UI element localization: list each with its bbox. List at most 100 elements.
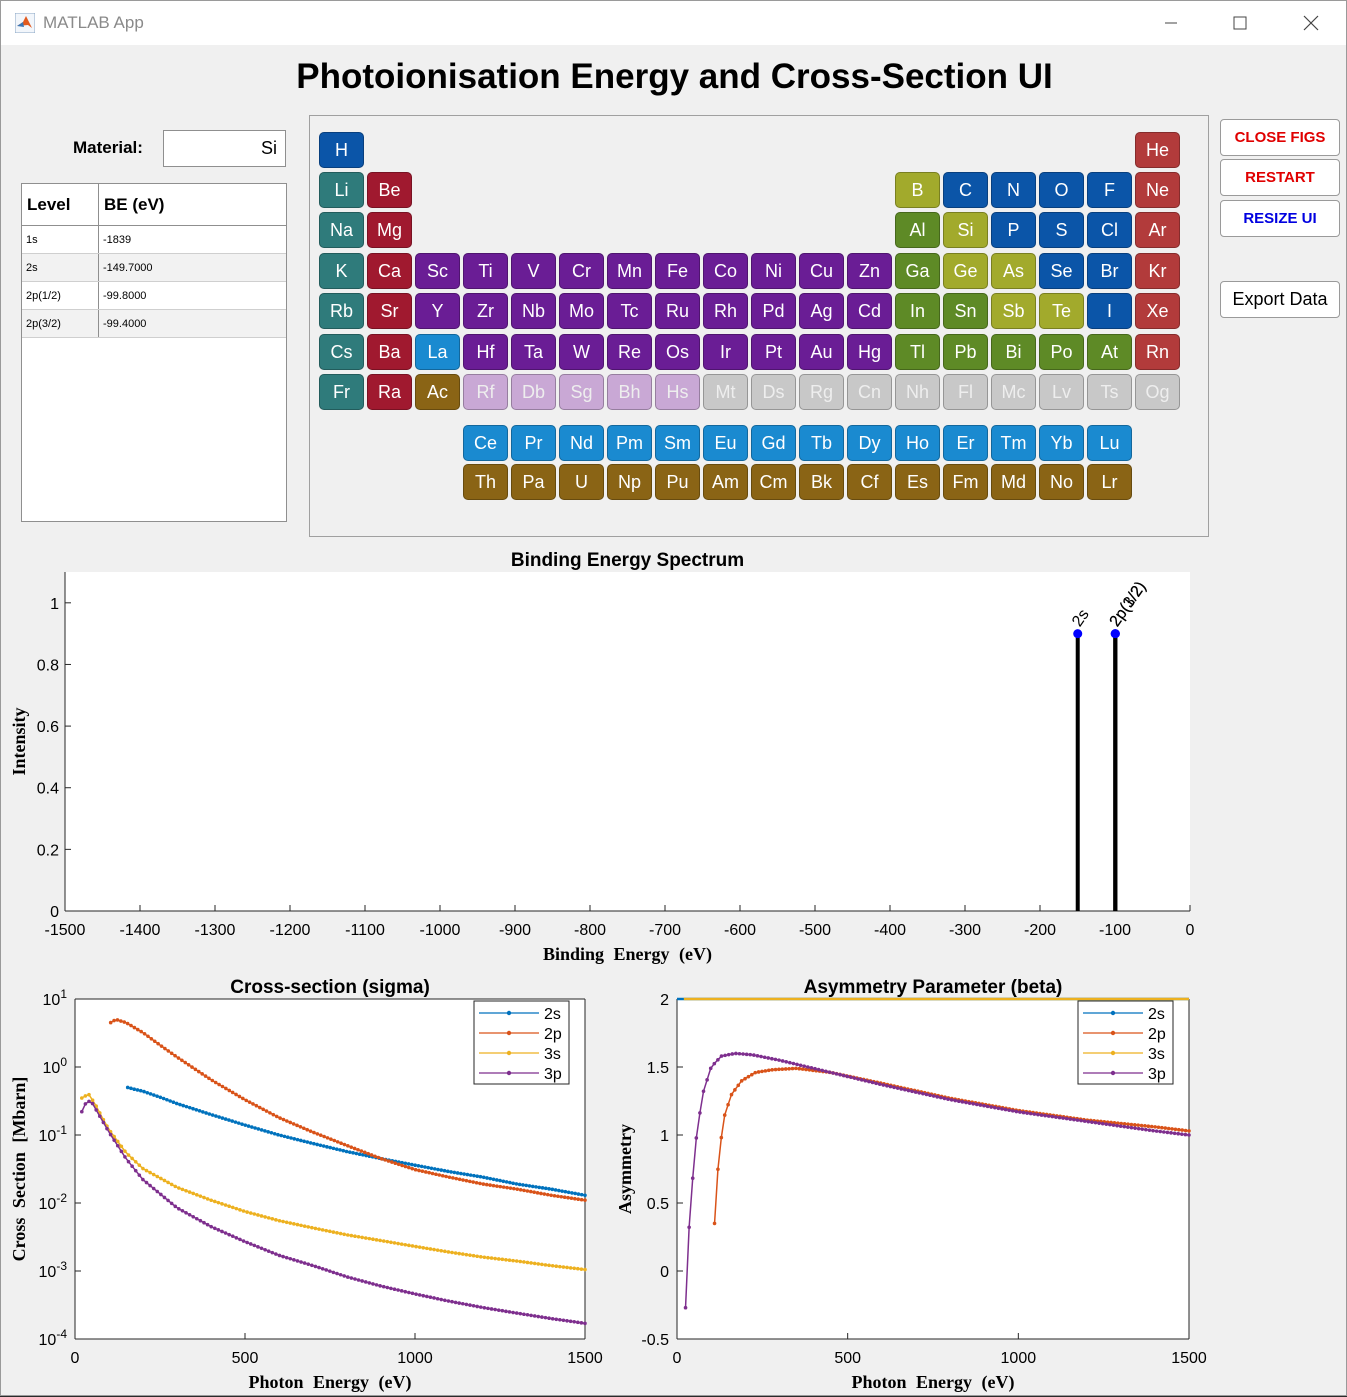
element-bk-button[interactable]: Bk xyxy=(799,464,844,500)
element-ba-button[interactable]: Ba xyxy=(367,334,412,370)
column-header-be[interactable]: BE (eV) xyxy=(104,194,165,214)
element-gd-button[interactable]: Gd xyxy=(751,425,796,461)
element-al-button[interactable]: Al xyxy=(895,212,940,248)
element-sm-button[interactable]: Sm xyxy=(655,425,700,461)
element-be-button[interactable]: Be xyxy=(367,172,412,208)
element-sc-button[interactable]: Sc xyxy=(415,253,460,289)
resize-ui-button[interactable]: RESIZE UI xyxy=(1220,200,1340,237)
element-cu-button[interactable]: Cu xyxy=(799,253,844,289)
element-ge-button[interactable]: Ge xyxy=(943,253,988,289)
element-np-button[interactable]: Np xyxy=(607,464,652,500)
element-ru-button[interactable]: Ru xyxy=(655,293,700,329)
element-n-button[interactable]: N xyxy=(991,172,1036,208)
element-fl-button[interactable]: Fl xyxy=(943,374,988,410)
element-te-button[interactable]: Te xyxy=(1039,293,1084,329)
element-fe-button[interactable]: Fe xyxy=(655,253,700,289)
element-ts-button[interactable]: Ts xyxy=(1087,374,1132,410)
element-ho-button[interactable]: Ho xyxy=(895,425,940,461)
close-window-button[interactable] xyxy=(1289,5,1333,41)
element-sb-button[interactable]: Sb xyxy=(991,293,1036,329)
element-hs-button[interactable]: Hs xyxy=(655,374,700,410)
element-si-button[interactable]: Si xyxy=(943,212,988,248)
element-tl-button[interactable]: Tl xyxy=(895,334,940,370)
element-tc-button[interactable]: Tc xyxy=(607,293,652,329)
element-in-button[interactable]: In xyxy=(895,293,940,329)
element-tm-button[interactable]: Tm xyxy=(991,425,1036,461)
element-pt-button[interactable]: Pt xyxy=(751,334,796,370)
element-y-button[interactable]: Y xyxy=(415,293,460,329)
table-row[interactable]: 2p(3/2) -99.4000 xyxy=(22,310,286,338)
element-pa-button[interactable]: Pa xyxy=(511,464,556,500)
element-as-button[interactable]: As xyxy=(991,253,1036,289)
restart-button[interactable]: RESTART xyxy=(1220,159,1340,196)
element-th-button[interactable]: Th xyxy=(463,464,508,500)
element-nb-button[interactable]: Nb xyxy=(511,293,556,329)
element-sr-button[interactable]: Sr xyxy=(367,293,412,329)
element-ar-button[interactable]: Ar xyxy=(1135,212,1180,248)
table-row[interactable]: 2s -149.7000 xyxy=(22,254,286,282)
element-bh-button[interactable]: Bh xyxy=(607,374,652,410)
element-mg-button[interactable]: Mg xyxy=(367,212,412,248)
element-lr-button[interactable]: Lr xyxy=(1087,464,1132,500)
element-rg-button[interactable]: Rg xyxy=(799,374,844,410)
element-cs-button[interactable]: Cs xyxy=(319,334,364,370)
element-mn-button[interactable]: Mn xyxy=(607,253,652,289)
element-po-button[interactable]: Po xyxy=(1039,334,1084,370)
element-zr-button[interactable]: Zr xyxy=(463,293,508,329)
element-ti-button[interactable]: Ti xyxy=(463,253,508,289)
element-sg-button[interactable]: Sg xyxy=(559,374,604,410)
element-cr-button[interactable]: Cr xyxy=(559,253,604,289)
element-s-button[interactable]: S xyxy=(1039,212,1084,248)
element-ds-button[interactable]: Ds xyxy=(751,374,796,410)
table-row[interactable]: 2p(1/2) -99.8000 xyxy=(22,282,286,310)
element-hf-button[interactable]: Hf xyxy=(463,334,508,370)
element-rb-button[interactable]: Rb xyxy=(319,293,364,329)
element-co-button[interactable]: Co xyxy=(703,253,748,289)
element-es-button[interactable]: Es xyxy=(895,464,940,500)
element-no-button[interactable]: No xyxy=(1039,464,1084,500)
element-ir-button[interactable]: Ir xyxy=(703,334,748,370)
element-sn-button[interactable]: Sn xyxy=(943,293,988,329)
element-au-button[interactable]: Au xyxy=(799,334,844,370)
element-tb-button[interactable]: Tb xyxy=(799,425,844,461)
element-c-button[interactable]: C xyxy=(943,172,988,208)
maximize-button[interactable] xyxy=(1218,5,1262,41)
element-ga-button[interactable]: Ga xyxy=(895,253,940,289)
element-pr-button[interactable]: Pr xyxy=(511,425,556,461)
element-fr-button[interactable]: Fr xyxy=(319,374,364,410)
element-cd-button[interactable]: Cd xyxy=(847,293,892,329)
element-nd-button[interactable]: Nd xyxy=(559,425,604,461)
element-f-button[interactable]: F xyxy=(1087,172,1132,208)
element-ag-button[interactable]: Ag xyxy=(799,293,844,329)
element-v-button[interactable]: V xyxy=(511,253,556,289)
element-ni-button[interactable]: Ni xyxy=(751,253,796,289)
element-og-button[interactable]: Og xyxy=(1135,374,1180,410)
element-mo-button[interactable]: Mo xyxy=(559,293,604,329)
element-cm-button[interactable]: Cm xyxy=(751,464,796,500)
export-data-button[interactable]: Export Data xyxy=(1220,281,1340,318)
element-p-button[interactable]: P xyxy=(991,212,1036,248)
element-b-button[interactable]: B xyxy=(895,172,940,208)
element-md-button[interactable]: Md xyxy=(991,464,1036,500)
element-se-button[interactable]: Se xyxy=(1039,253,1084,289)
element-yb-button[interactable]: Yb xyxy=(1039,425,1084,461)
element-w-button[interactable]: W xyxy=(559,334,604,370)
element-zn-button[interactable]: Zn xyxy=(847,253,892,289)
element-eu-button[interactable]: Eu xyxy=(703,425,748,461)
column-header-level[interactable]: Level xyxy=(22,184,99,225)
element-xe-button[interactable]: Xe xyxy=(1135,293,1180,329)
element-ac-button[interactable]: Ac xyxy=(415,374,460,410)
element-li-button[interactable]: Li xyxy=(319,172,364,208)
element-rh-button[interactable]: Rh xyxy=(703,293,748,329)
element-lv-button[interactable]: Lv xyxy=(1039,374,1084,410)
element-ra-button[interactable]: Ra xyxy=(367,374,412,410)
element-ta-button[interactable]: Ta xyxy=(511,334,556,370)
element-er-button[interactable]: Er xyxy=(943,425,988,461)
element-pb-button[interactable]: Pb xyxy=(943,334,988,370)
element-rn-button[interactable]: Rn xyxy=(1135,334,1180,370)
element-hg-button[interactable]: Hg xyxy=(847,334,892,370)
element-os-button[interactable]: Os xyxy=(655,334,700,370)
element-cn-button[interactable]: Cn xyxy=(847,374,892,410)
element-he-button[interactable]: He xyxy=(1135,132,1180,168)
element-pu-button[interactable]: Pu xyxy=(655,464,700,500)
